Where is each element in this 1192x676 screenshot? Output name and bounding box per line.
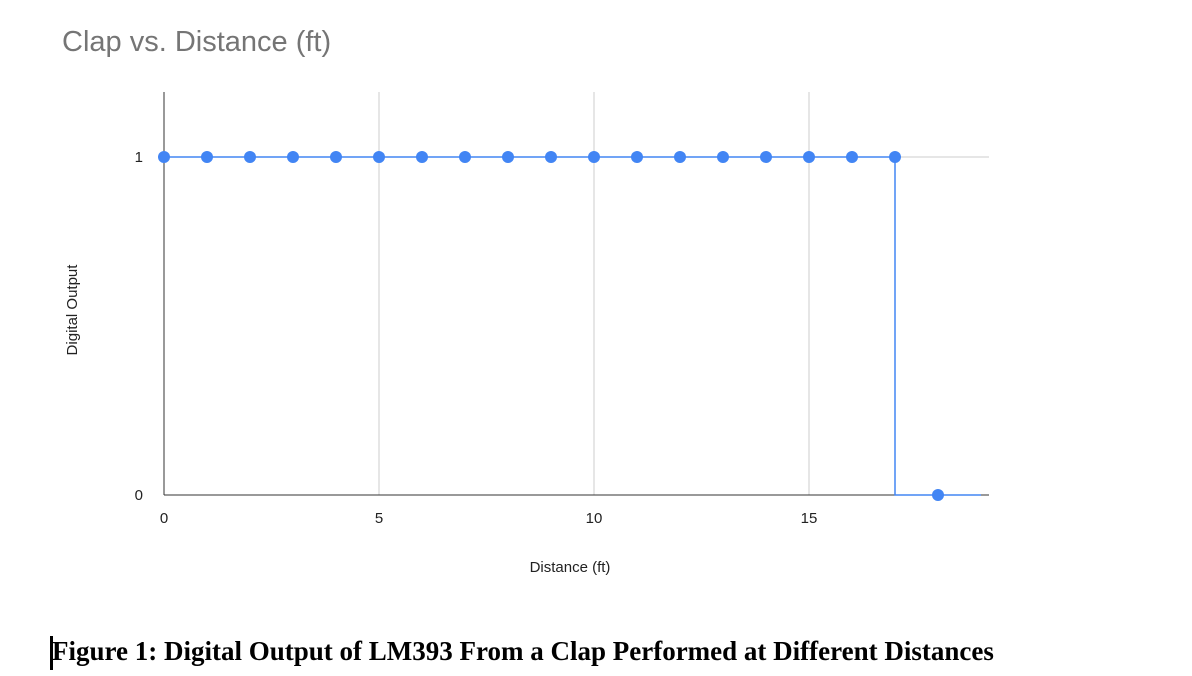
x-tick-label: 15 [801, 510, 818, 527]
data-point [545, 151, 557, 163]
x-tick-label: 10 [586, 510, 603, 527]
data-point [717, 151, 729, 163]
chart-title: Clap vs. Distance (ft) [62, 26, 332, 58]
data-point [674, 151, 686, 163]
data-point [459, 151, 471, 163]
x-axis-title: Distance (ft) [530, 559, 611, 576]
data-points [158, 151, 944, 501]
data-point [373, 151, 385, 163]
data-point [889, 151, 901, 163]
data-point [932, 489, 944, 501]
data-point [502, 151, 514, 163]
data-point [846, 151, 858, 163]
series-path [164, 156, 981, 496]
grid-lines [164, 92, 989, 495]
y-axis-title: Digital Output [64, 264, 81, 356]
figure-caption: Figure 1: Digital Output of LM393 From a… [52, 636, 994, 666]
chart: 0 5 10 15 01 Distance (ft) Digital Output [64, 92, 989, 576]
data-point [201, 151, 213, 163]
y-tick-label: 1 [135, 149, 143, 166]
y-tick-label: 0 [135, 487, 143, 504]
x-tick-label: 5 [375, 510, 383, 527]
data-point [158, 151, 170, 163]
data-point [760, 151, 772, 163]
data-point [244, 151, 256, 163]
x-tick-label: 0 [160, 510, 168, 527]
data-point [330, 151, 342, 163]
data-point [631, 151, 643, 163]
data-point [803, 151, 815, 163]
y-tick-labels: 01 [135, 149, 143, 504]
series-line [164, 156, 981, 496]
data-point [416, 151, 428, 163]
x-tick-labels: 0 5 10 15 [160, 510, 818, 527]
data-point [287, 151, 299, 163]
text-cursor [50, 636, 53, 670]
axes [163, 92, 989, 496]
data-point [588, 151, 600, 163]
